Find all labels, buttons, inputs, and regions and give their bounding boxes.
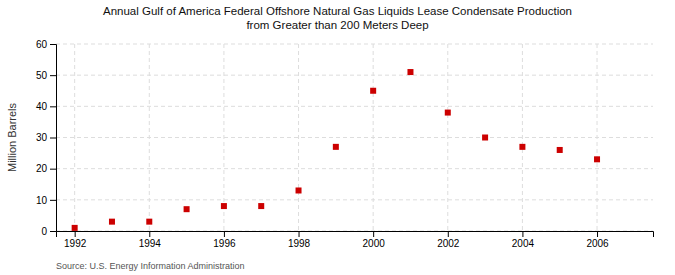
grid-line-y: [56, 168, 653, 169]
x-tick-label: 1992: [64, 238, 87, 249]
x-tick: 1994: [139, 231, 162, 249]
y-tick: 60: [36, 39, 56, 50]
point: [333, 144, 339, 150]
title: Annual Gulf of America Federal Offshore …: [103, 5, 572, 31]
grid-line-x: [447, 44, 448, 231]
x-tick: 1992: [64, 231, 87, 249]
x-tick: 2000: [363, 231, 386, 249]
y-tick-label: 30: [36, 132, 48, 143]
grid-line-y: [56, 75, 653, 76]
grid-line-x: [74, 44, 75, 231]
y-tick-mark: [50, 44, 56, 45]
point: [557, 147, 563, 153]
grid-line-y: [56, 137, 653, 138]
grid-line-x: [223, 44, 224, 231]
grid-line-y: [56, 44, 653, 45]
y-tick-label: 10: [36, 195, 48, 206]
grid: [56, 44, 653, 231]
y-tick-mark: [50, 106, 56, 107]
y-tick: 50: [36, 70, 56, 81]
x-tick-label: 2000: [363, 238, 386, 249]
point: [72, 225, 78, 231]
y-axis: 0 10 20 30 40 50 60: [36, 39, 57, 237]
point: [184, 206, 190, 212]
x-tick-label: 1994: [139, 238, 162, 249]
y-tick: 30: [36, 132, 56, 143]
y-tick: 20: [36, 163, 56, 174]
grid-line-y: [56, 106, 653, 107]
x-tick-mark: [149, 231, 150, 237]
point: [370, 88, 376, 94]
x-tick-mark: [522, 231, 523, 237]
y-tick-mark: [50, 200, 56, 201]
y-axis-line: [50, 45, 57, 232]
x-tick-label: 2002: [437, 238, 460, 249]
grid-line-x: [597, 44, 598, 231]
x-tick: 1996: [213, 231, 236, 249]
point: [482, 135, 488, 141]
x-axis: 1992 1994 1996 1998 2000 2002 2004 2006: [57, 231, 654, 249]
y-tick-mark: [50, 75, 56, 76]
x-tick-label: 1998: [288, 238, 311, 249]
grid-line-x: [298, 44, 299, 231]
plot-area: 1992 1994 1996 1998 2000 2002 2004 2006 0 10 20 30 4…: [36, 39, 654, 249]
grid-line-y: [56, 199, 653, 200]
y-tick-label: 20: [36, 163, 48, 174]
point: [109, 219, 115, 225]
x-tick-mark: [299, 231, 300, 237]
y-tick-label: 50: [36, 70, 48, 81]
y-tick-mark: [50, 138, 56, 139]
x-axis-line: [57, 232, 654, 238]
y-tick: 10: [36, 195, 56, 206]
x-tick: 1998: [288, 231, 311, 249]
x-tick-label: 2006: [586, 238, 609, 249]
x-tick-mark: [448, 231, 449, 237]
x-tick-mark: [224, 231, 225, 237]
point: [221, 203, 227, 209]
x-tick-mark: [597, 231, 598, 237]
point: [258, 203, 264, 209]
y-tick-label: 0: [41, 226, 47, 237]
grid-line-x: [149, 44, 150, 231]
y-tick-label: 60: [36, 39, 48, 50]
point: [407, 69, 413, 75]
y-tick: 40: [36, 101, 56, 112]
y-axis-label: Million Barrels: [6, 102, 18, 172]
point: [445, 110, 451, 116]
y-tick-mark: [50, 169, 56, 170]
y-tick-mark: [50, 231, 56, 232]
point: [146, 219, 152, 225]
x-tick-label: 2004: [512, 238, 535, 249]
x-tick: 2006: [586, 231, 609, 249]
y-tick: 0: [41, 226, 56, 237]
point: [519, 144, 525, 150]
point: [296, 187, 302, 193]
source-note: Source: U.S. Energy Information Administ…: [56, 261, 245, 271]
points: [72, 69, 600, 231]
x-tick-label: 1996: [213, 238, 236, 249]
point: [594, 156, 600, 162]
x-tick: 2002: [437, 231, 460, 249]
grid-line-x: [522, 44, 523, 231]
x-tick-mark: [75, 231, 76, 237]
x-tick-mark: [373, 231, 374, 237]
x-tick: 2004: [512, 231, 535, 249]
grid-line-x: [373, 44, 374, 231]
chart: 1992 1994 1996 1998 2000 2002 2004 2006 0 10 20 30 4…: [0, 0, 675, 275]
y-tick-label: 40: [36, 101, 48, 112]
